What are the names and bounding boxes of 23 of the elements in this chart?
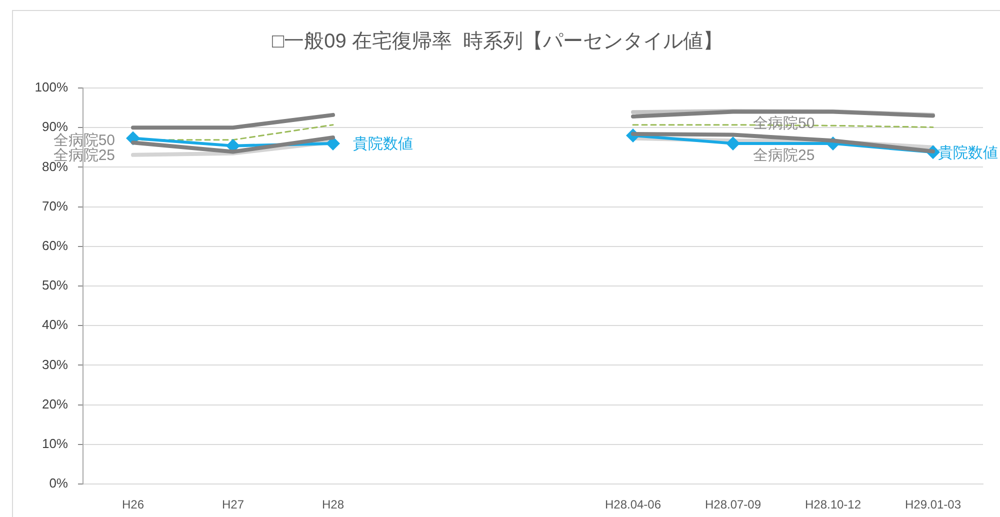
data-label: 貴院数値: [353, 136, 413, 153]
y-tick-label: 10%: [42, 436, 68, 451]
y-tick-label: 20%: [42, 396, 68, 412]
y-tick-label: 90%: [42, 119, 68, 134]
point: [726, 136, 740, 150]
y-tick-label: 100%: [34, 80, 68, 95]
x-tick-label: H28.10-12: [804, 498, 862, 512]
y-tick-label: 30%: [42, 356, 68, 372]
x-tick-label: H28.07-09: [704, 498, 762, 512]
y-tick-label: 40%: [42, 317, 68, 332]
chart-title: □一般09 在宅復帰率 時系列【パーセンタイル値】: [272, 30, 723, 53]
point: [326, 136, 340, 150]
y-tick-label: 50%: [42, 278, 68, 293]
x-tick-label: H27: [222, 498, 244, 512]
x-tick-label: H29.01-03: [904, 498, 962, 512]
x-tick-label: H28.04-06: [604, 498, 662, 512]
y-tick-label: 60%: [42, 238, 68, 253]
x-tick-label: H26: [122, 498, 144, 512]
y-tick-label: 0%: [49, 476, 68, 491]
data-label: 全病院25: [753, 146, 815, 164]
y-tick-label: 70%: [42, 198, 68, 214]
data-label: 貴院数値: [938, 144, 998, 162]
x-tick-label: H28: [322, 498, 344, 512]
